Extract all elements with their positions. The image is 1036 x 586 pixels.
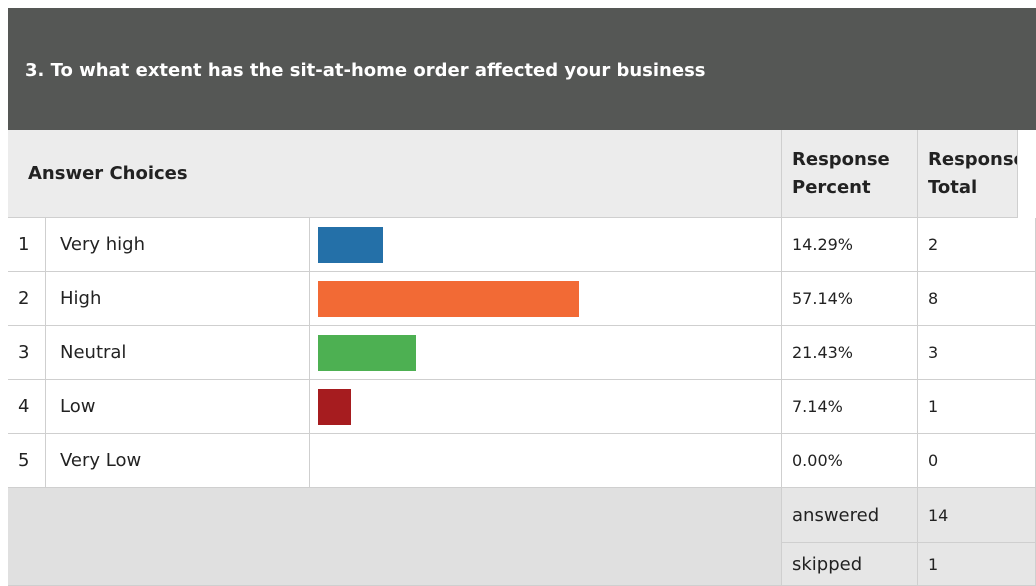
response-percent: 57.14% (782, 272, 918, 326)
summary-label: skipped (782, 543, 918, 586)
row-index: 3 (8, 326, 46, 380)
response-total: 8 (918, 272, 1036, 326)
choice-label: High (46, 272, 310, 326)
row-index: 4 (8, 380, 46, 434)
choice-label: Very Low (46, 434, 310, 488)
response-total: 0 (918, 434, 1036, 488)
row-index: 2 (8, 272, 46, 326)
header-percent: Response Percent (782, 130, 918, 218)
bar-cell (310, 380, 782, 434)
bar-cell (310, 326, 782, 380)
response-percent: 21.43% (782, 326, 918, 380)
bar (318, 335, 416, 371)
response-total: 3 (918, 326, 1036, 380)
choice-label: Low (46, 380, 310, 434)
bar-cell (310, 218, 782, 272)
response-percent: 0.00% (782, 434, 918, 488)
choice-label: Very high (46, 218, 310, 272)
bar-cell (310, 434, 782, 488)
row-index: 5 (8, 434, 46, 488)
response-percent: 14.29% (782, 218, 918, 272)
bar (318, 281, 580, 317)
response-total: 2 (918, 218, 1036, 272)
summary-value: 1 (918, 543, 1036, 586)
summary-label: answered (782, 488, 918, 543)
response-percent: 7.14% (782, 380, 918, 434)
bar (318, 389, 351, 425)
response-total: 1 (918, 380, 1036, 434)
summary-blank (8, 488, 782, 586)
bar-cell (310, 272, 782, 326)
row-index: 1 (8, 218, 46, 272)
question-header (8, 8, 1036, 130)
question-title: 3. To what extent has the sit-at-home or… (25, 60, 706, 81)
summary-value: 14 (918, 488, 1036, 543)
header-choices: Answer Choices (8, 130, 782, 218)
bar (318, 227, 384, 263)
header-total: Response Total (918, 130, 1018, 218)
choice-label: Neutral (46, 326, 310, 380)
